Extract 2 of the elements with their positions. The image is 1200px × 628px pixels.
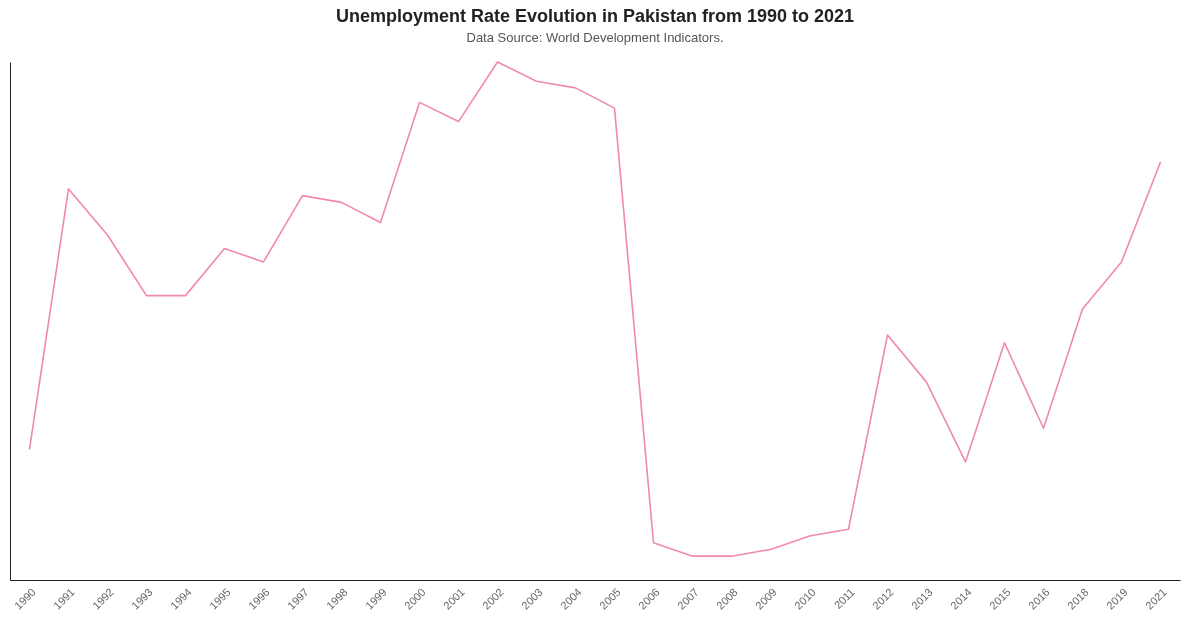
chart-title: Unemployment Rate Evolution in Pakistan from 1990 to 2021	[335, 6, 855, 27]
chart-subtitle: Data Source: World Development Indicators.	[466, 30, 724, 46]
